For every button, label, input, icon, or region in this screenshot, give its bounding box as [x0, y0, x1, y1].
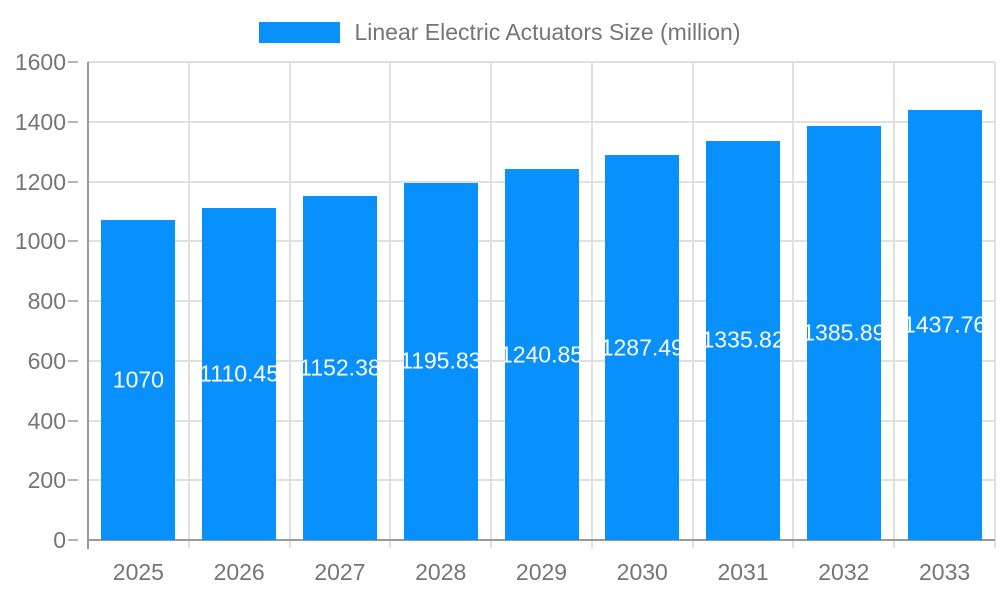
y-axis-tick — [68, 120, 78, 123]
bar[interactable]: 1240.85 — [504, 169, 579, 540]
y-axis-label: 200 — [27, 467, 66, 494]
bar[interactable]: 1437.76 — [907, 110, 982, 540]
x-axis-label: 2031 — [717, 559, 769, 585]
legend-swatch-icon — [259, 22, 341, 43]
legend: Linear Electric Actuators Size (million) — [0, 20, 1000, 45]
y-axis-label: 800 — [27, 288, 66, 314]
x-gridline — [288, 62, 291, 540]
x-gridline — [994, 62, 996, 540]
bar-value-label: 1070 — [112, 366, 164, 393]
x-gridline — [389, 62, 392, 540]
x-axis-tick — [187, 540, 190, 548]
x-axis-label: 2027 — [314, 559, 366, 585]
x-axis-tick — [288, 540, 291, 548]
bar-value-label: 1110.45 — [202, 360, 277, 387]
x-axis-tick — [994, 540, 996, 548]
y-axis-label: 400 — [27, 407, 66, 434]
bar[interactable]: 1335.82 — [706, 140, 781, 540]
y-axis-tick — [68, 300, 78, 302]
x-axis-label: 2033 — [919, 559, 971, 585]
y-axis-label: 1400 — [14, 108, 66, 135]
y-axis-tick — [68, 539, 78, 541]
x-axis-tick — [893, 540, 896, 548]
y-axis-tick — [68, 479, 78, 482]
bar-value-label: 1437.76 — [907, 311, 982, 338]
bar[interactable]: 1152.38 — [302, 195, 377, 540]
bar-value-label: 1385.89 — [806, 319, 881, 346]
bar[interactable]: 1385.89 — [806, 125, 881, 540]
x-gridline — [691, 62, 694, 540]
x-gridline — [187, 62, 190, 540]
bar-value-label: 1335.82 — [706, 326, 781, 353]
y-gridline — [88, 61, 995, 63]
y-axis-label: 600 — [27, 347, 66, 374]
y-axis-label: 1600 — [14, 49, 66, 75]
x-axis-tick — [490, 540, 493, 548]
y-axis-label: 1000 — [14, 228, 66, 255]
x-axis-label: 2030 — [616, 559, 668, 585]
x-axis-label: 2029 — [515, 559, 568, 585]
x-gridline — [490, 62, 493, 540]
x-gridline — [590, 62, 593, 540]
bar[interactable]: 1110.45 — [202, 208, 277, 540]
bar-value-label: 1287.49 — [605, 334, 680, 361]
x-axis-line — [88, 539, 995, 541]
y-axis-tick — [68, 419, 78, 422]
bar[interactable]: 1287.49 — [605, 155, 680, 540]
x-axis-tick — [590, 540, 593, 548]
x-axis-tick — [389, 540, 392, 548]
bar[interactable]: 1070 — [101, 220, 176, 540]
bar-value-label: 1240.85 — [504, 341, 579, 368]
x-axis-label: 2026 — [213, 559, 265, 585]
x-axis-label: 2025 — [112, 559, 164, 585]
x-gridline — [792, 62, 795, 540]
x-gridline — [893, 62, 896, 540]
bar-value-label: 1195.83 — [403, 347, 478, 374]
legend-label: Linear Electric Actuators Size (million) — [354, 19, 741, 45]
y-axis-label: 0 — [53, 527, 66, 553]
x-axis-label: 2028 — [415, 559, 467, 585]
y-axis-tick — [68, 359, 78, 362]
y-axis-label: 1200 — [14, 168, 66, 195]
bar[interactable]: 1195.83 — [403, 182, 478, 540]
y-axis-line — [87, 62, 89, 549]
bar-value-label: 1152.38 — [302, 354, 377, 381]
x-axis-tick — [691, 540, 694, 548]
x-axis-label: 2032 — [818, 559, 870, 585]
y-axis-tick — [68, 180, 78, 183]
y-axis-tick — [68, 61, 78, 63]
y-gridline — [88, 120, 995, 123]
y-axis-tick — [68, 240, 78, 243]
x-axis-tick — [792, 540, 795, 548]
